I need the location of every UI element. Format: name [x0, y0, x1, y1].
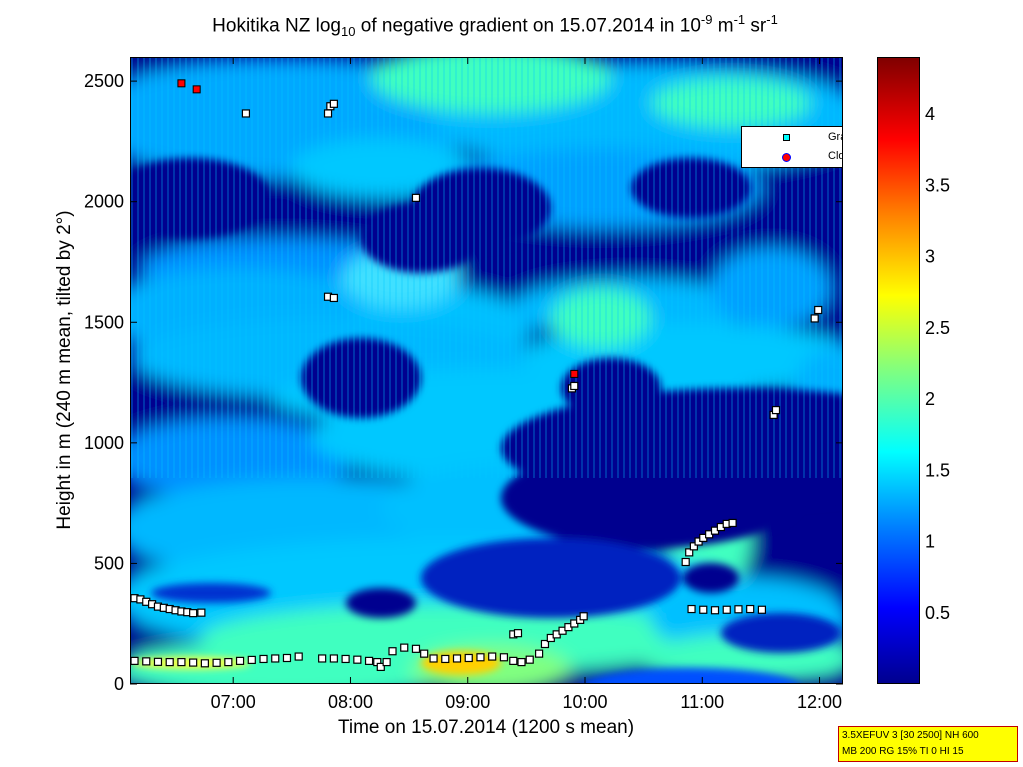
gradient-minimum-marker: [224, 657, 233, 667]
gradient-minimum-marker: [464, 653, 473, 663]
gradient-minimum-marker: [534, 649, 544, 658]
x-tick-label: 11:00: [680, 692, 724, 712]
gradient-minimum-marker: [382, 657, 391, 667]
x-tick-label: 12:00: [797, 692, 842, 712]
colorbar-tick-label: 4: [925, 104, 935, 124]
gradient-minimum-marker: [200, 659, 209, 668]
gradient-minimum-marker: [353, 655, 362, 664]
gradient-minimum-marker: [197, 608, 206, 617]
legend-item-minimum: Gradient local minimum: [742, 130, 842, 146]
gradient-minimum-marker: [771, 405, 781, 415]
info-box: 3.5XEFUV 3 [30 2500] NH 600 MB 200 RG 15…: [838, 726, 1018, 762]
gradient-minimum-marker: [710, 606, 720, 615]
gradient-minimum-marker: [212, 658, 221, 667]
y-tick-label: 0: [114, 674, 124, 694]
gradient-minimum-marker: [411, 193, 421, 202]
colorbar-tick-label: 3: [925, 247, 935, 267]
chart-title: Hokitika NZ log10 of negative gradient o…: [212, 12, 778, 40]
gradient-minimum-marker: [681, 557, 690, 567]
gradient-minimum-marker: [142, 657, 151, 666]
legend-square-icon: [783, 134, 790, 141]
gradient-minimum-marker: [441, 654, 450, 664]
colorbar: [877, 57, 920, 684]
gradient-minimum-marker: [341, 654, 350, 664]
gradient-minimum-marker: [247, 655, 256, 665]
gradient-minimum-marker: [388, 647, 397, 656]
x-tick-label: 10:00: [562, 692, 607, 712]
y-tick-label: 2000: [84, 192, 124, 212]
gradient-minimum-marker: [685, 548, 694, 557]
gradient-minimum-marker: [259, 654, 268, 664]
gradient-minimum-marker: [235, 656, 245, 665]
gradient-minimum-marker: [376, 662, 385, 672]
marker-layer: [131, 79, 823, 672]
plot-area: Gradient local minimum Cloud: [130, 57, 843, 684]
gradient-minimum-marker: [323, 109, 333, 118]
colorbar-tick-label: 2.5: [925, 318, 950, 338]
gradient-minimum-marker: [329, 654, 338, 663]
gradient-minimum-marker: [241, 109, 251, 118]
legend: Gradient local minimum Cloud: [741, 126, 842, 168]
y-tick-label: 1000: [84, 433, 124, 453]
gradient-minimum-marker: [570, 381, 579, 391]
x-tick-label: 08:00: [328, 692, 373, 712]
gradient-minimum-marker: [517, 657, 526, 667]
y-tick-label: 500: [94, 553, 124, 573]
gradient-minimum-marker: [318, 654, 327, 663]
cloud-marker: [570, 369, 579, 378]
gradient-minimum-marker: [513, 629, 523, 638]
gradient-minimum-marker: [131, 656, 139, 665]
colorbar-tick-label: 0.5: [925, 603, 950, 623]
gradient-minimum-marker: [153, 657, 163, 666]
colorbar-tick-label: 1: [925, 532, 935, 552]
gradient-minimum-marker: [722, 605, 731, 614]
heatmap-image: [131, 58, 842, 683]
gradient-minimum-marker: [452, 654, 462, 663]
gradient-minimum-marker: [271, 654, 280, 663]
gradient-minimum-marker: [757, 605, 767, 614]
gradient-minimum-marker: [165, 657, 174, 667]
gradient-minimum-marker: [420, 649, 429, 658]
y-axis-label: Height in m (240 m mean, tilted by 2°): [54, 210, 75, 530]
legend-circle-icon: [782, 153, 791, 162]
gradient-minimum-marker: [294, 652, 303, 661]
x-axis-label: Time on 15.07.2014 (1200 s mean): [337, 717, 635, 738]
legend-item-cloud: Cloud: [742, 149, 842, 165]
gradient-minimum-marker: [540, 639, 550, 649]
gradient-minimum-marker: [525, 655, 534, 664]
y-tick-label: 1500: [84, 312, 124, 332]
gradient-minimum-marker: [476, 653, 485, 662]
cloud-marker: [177, 79, 186, 88]
gradient-minimum-marker: [814, 305, 823, 315]
y-tick-label: 2500: [84, 71, 124, 91]
gradient-minimum-marker: [734, 605, 743, 614]
gradient-minimum-marker: [400, 643, 409, 652]
gradient-minimum-marker: [411, 644, 421, 653]
gradient-minimum-marker: [429, 654, 438, 663]
gradient-minimum-marker: [499, 653, 509, 662]
gradient-minimum-marker: [329, 99, 338, 108]
gradient-minimum-marker: [579, 612, 588, 621]
gradient-minimum-marker: [488, 652, 497, 661]
gradient-minimum-marker: [728, 518, 737, 528]
gradient-minimum-marker: [689, 542, 698, 551]
gradient-minimum-marker: [509, 656, 518, 665]
gradient-minimum-marker: [189, 609, 198, 618]
gradient-minimum-marker: [189, 658, 198, 667]
gradient-minimum-marker: [282, 653, 292, 663]
x-tick-label: 07:00: [211, 692, 256, 712]
colorbar-tick-label: 2: [925, 389, 935, 409]
gradient-minimum-marker: [699, 605, 708, 614]
cloud-marker: [192, 85, 201, 94]
gradient-minimum-marker: [329, 293, 338, 303]
gradient-minimum-marker: [687, 604, 696, 614]
x-tick-label: 09:00: [445, 692, 490, 712]
gradient-minimum-marker: [364, 656, 374, 665]
colorbar-tick-label: 3.5: [925, 175, 950, 195]
gradient-minimum-marker: [810, 314, 819, 323]
gradient-minimum-marker: [746, 604, 755, 614]
gradient-minimum-marker: [177, 657, 186, 667]
colorbar-tick-label: 1.5: [925, 460, 950, 480]
